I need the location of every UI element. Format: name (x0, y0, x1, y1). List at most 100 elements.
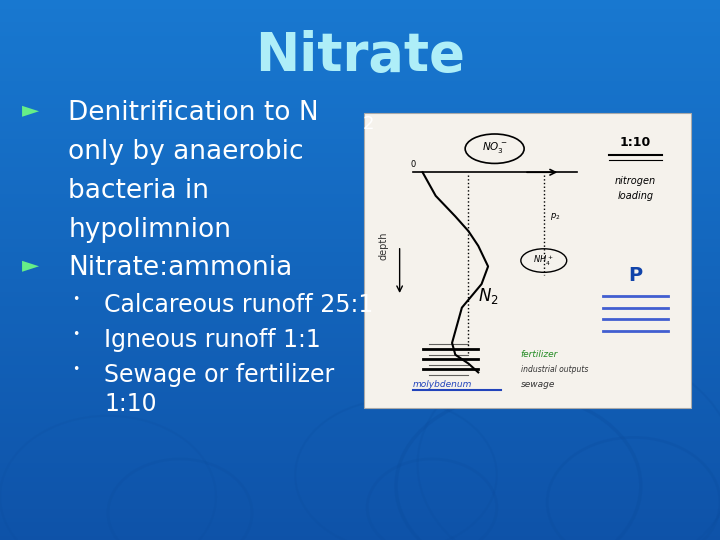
Bar (0, 315, 720, 320)
Bar (0, 396, 720, 401)
Bar (0, 509, 720, 513)
Bar (0, 81, 720, 85)
Bar (0, 513, 720, 517)
Bar (0, 392, 720, 396)
Bar (0, 171, 720, 176)
Bar (0, 369, 720, 374)
Text: bacteria in: bacteria in (68, 178, 210, 204)
Bar (0, 261, 720, 266)
Bar (0, 500, 720, 504)
Bar (0, 414, 720, 418)
Bar (0, 0, 720, 4)
Bar (0, 4, 720, 9)
FancyBboxPatch shape (364, 113, 691, 408)
Bar (0, 94, 720, 99)
Text: hypolimnion: hypolimnion (68, 217, 231, 242)
Text: $N_2$: $N_2$ (478, 286, 498, 306)
Text: P: P (629, 266, 642, 285)
Text: •: • (72, 363, 79, 376)
Bar (0, 423, 720, 428)
Bar (0, 320, 720, 324)
Bar (0, 274, 720, 279)
Bar (0, 495, 720, 500)
Text: ►: ► (22, 100, 39, 120)
Text: Denitrification to N: Denitrification to N (68, 100, 319, 126)
Bar (0, 193, 720, 198)
Text: Calcareous runoff 25:1: Calcareous runoff 25:1 (104, 293, 374, 317)
Bar (0, 180, 720, 185)
Text: $p_2$: $p_2$ (550, 211, 561, 222)
Bar (0, 418, 720, 423)
Bar (0, 72, 720, 77)
Bar (0, 162, 720, 166)
Text: only by anaerobic: only by anaerobic (68, 139, 304, 165)
Bar (0, 234, 720, 239)
Bar (0, 270, 720, 274)
Bar (0, 288, 720, 293)
Bar (0, 310, 720, 315)
Text: 0: 0 (410, 160, 415, 170)
Text: Nitrate: Nitrate (255, 30, 465, 82)
Bar (0, 364, 720, 369)
Bar (0, 293, 720, 297)
Bar (0, 405, 720, 409)
Bar (0, 409, 720, 414)
Bar (0, 441, 720, 445)
Bar (0, 27, 720, 31)
Bar (0, 144, 720, 148)
Bar (0, 23, 720, 27)
Bar (0, 230, 720, 234)
Bar (0, 463, 720, 468)
Bar (0, 104, 720, 108)
Bar (0, 99, 720, 104)
Bar (0, 189, 720, 193)
Bar (0, 50, 720, 54)
Bar (0, 148, 720, 153)
Bar (0, 225, 720, 229)
Bar (0, 216, 720, 220)
Bar (0, 112, 720, 117)
Bar (0, 239, 720, 243)
Bar (0, 45, 720, 50)
Text: ►: ► (22, 255, 39, 275)
Text: sewage: sewage (521, 380, 555, 389)
Bar (0, 382, 720, 387)
Text: molybdenum: molybdenum (413, 380, 472, 389)
Bar (0, 166, 720, 171)
Bar (0, 256, 720, 261)
Text: Sewage or fertilizer
1:10: Sewage or fertilizer 1:10 (104, 363, 335, 416)
Bar (0, 468, 720, 472)
Bar (0, 40, 720, 45)
Bar (0, 536, 720, 540)
Text: •: • (72, 293, 79, 306)
Bar (0, 131, 720, 135)
Bar (0, 401, 720, 405)
Bar (0, 198, 720, 202)
Bar (0, 472, 720, 477)
Bar (0, 77, 720, 81)
Bar (0, 432, 720, 436)
Bar (0, 450, 720, 455)
Bar (0, 297, 720, 301)
Bar (0, 122, 720, 126)
Bar (0, 284, 720, 288)
Bar (0, 68, 720, 72)
Bar (0, 342, 720, 347)
Bar (0, 202, 720, 207)
Text: $NO_3^-$: $NO_3^-$ (482, 140, 508, 155)
Bar (0, 333, 720, 338)
Bar (0, 459, 720, 463)
Bar (0, 355, 720, 360)
Text: $NH_4^+$: $NH_4^+$ (534, 253, 554, 268)
Bar (0, 531, 720, 536)
Text: Nitrate:ammonia: Nitrate:ammonia (68, 255, 292, 281)
Bar (0, 126, 720, 131)
Text: loading: loading (618, 191, 654, 201)
Bar (0, 324, 720, 328)
Bar (0, 266, 720, 270)
Bar (0, 360, 720, 364)
Bar (0, 139, 720, 144)
Text: nitrogen: nitrogen (615, 176, 656, 186)
Text: fertilizer: fertilizer (521, 350, 558, 359)
Bar (0, 522, 720, 526)
